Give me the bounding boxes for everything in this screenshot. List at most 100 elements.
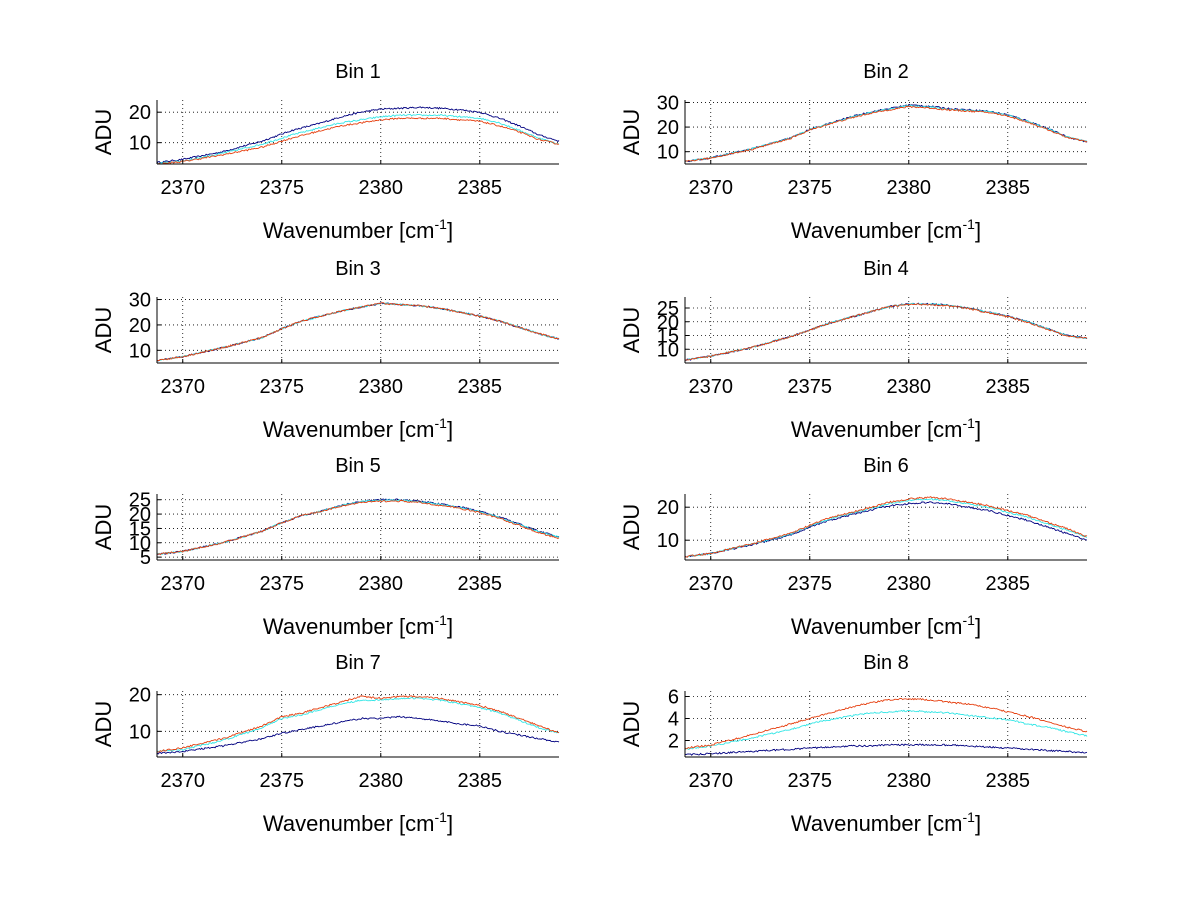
x-tick-label: 2370 [688,573,733,595]
y-tick-label: 20 [657,497,679,519]
y-axis-label: ADU [91,701,116,747]
series-line-trace-cyan [156,113,560,165]
x-tick-label: 2375 [788,177,833,199]
subplot-title: Bin 5 [335,455,381,477]
y-tick-label: 5 [140,547,151,569]
y-tick-label: 10 [657,530,679,552]
subplot-bin-8: 2370 2375 2380 2385 246 Bin 8 Wavenumber [cm-1… [619,652,1088,836]
y-tick-label: 30 [129,290,151,312]
x-axis-label: Wavenumber [cm-1] [791,415,981,442]
y-tick-label: 10 [657,339,679,361]
x-tick-label: 2375 [260,573,305,595]
series-line-trace-orange [684,303,1088,361]
x-axis-label: Wavenumber [cm-1] [263,216,453,243]
x-tick-label: 2380 [887,573,932,595]
y-tick-label: 20 [657,312,679,334]
series-line-trace-navy [156,302,560,362]
y-tick-label: 10 [129,133,151,155]
subplot-title: Bin 6 [863,455,909,477]
y-tick-label: 10 [129,721,151,743]
x-tick-label: 2380 [359,770,404,792]
x-axis-label: Wavenumber [cm-1] [791,612,981,639]
x-tick-label: 2380 [359,376,404,398]
y-tick-label: 15 [129,518,151,540]
subplot-title: Bin 7 [335,652,381,674]
series-line-trace-navy [156,498,560,555]
y-tick-label: 10 [129,340,151,362]
x-tick-label: 2370 [688,376,733,398]
series-line-trace-navy [156,106,560,164]
x-tick-label: 2370 [160,770,205,792]
x-tick-label: 2385 [986,573,1031,595]
y-tick-label: 20 [129,504,151,526]
x-tick-label: 2385 [458,376,503,398]
series-line-trace-cyan [684,709,1088,751]
x-tick-label: 2370 [160,573,205,595]
subplot-bin-2: 2370 2375 2380 2385 10 20 30 Bin 2 Wavenumber [c… [619,61,1088,243]
subplot-bin-3: 2370 2375 2380 2385 10 20 30 Bin 3 Wavenumber [c… [91,258,560,442]
x-tick-label: 2370 [160,177,205,199]
y-axis-label: ADU [619,504,644,550]
series-line-trace-orange [684,105,1088,162]
x-tick-label: 2370 [688,177,733,199]
x-axis-label: Wavenumber [cm-1] [263,809,453,836]
x-tick-label: 2380 [887,770,932,792]
subplot-bin-1: 2370 2375 2380 2385 10 20 Bin 1 Wavenumber [cm-… [91,61,560,243]
x-tick-label: 2380 [359,177,404,199]
series-line-trace-cyan [685,302,1088,361]
x-tick-label: 2385 [458,770,503,792]
x-tick-label: 2385 [986,177,1031,199]
x-axis-label: Wavenumber [cm-1] [263,415,453,442]
series-line-trace-orange [684,496,1088,558]
subplot-bin-7: 2370 2375 2380 2385 10 20 Bin 7 Wavenumber [cm-… [91,652,560,836]
x-tick-label: 2385 [986,770,1031,792]
series-line-trace-navy [684,103,1088,163]
x-tick-label: 2375 [260,770,305,792]
series-line-trace-orange [156,695,560,753]
x-tick-label: 2370 [160,376,205,398]
series-line-trace-navy [684,501,1088,558]
y-tick-label: 6 [668,687,679,709]
series-line-trace-cyan [156,302,560,362]
y-axis-label: ADU [91,504,116,550]
x-axis-label: Wavenumber [cm-1] [791,809,981,836]
x-tick-label: 2380 [359,573,404,595]
series-line-trace-navy [684,302,1088,362]
series-line-trace-cyan [156,697,560,752]
x-tick-label: 2385 [458,573,503,595]
series-line-trace-navy [156,715,560,755]
x-tick-label: 2375 [788,376,833,398]
x-axis-label: Wavenumber [cm-1] [791,216,981,243]
x-tick-label: 2380 [887,376,932,398]
series-line-trace-cyan [684,104,1087,163]
y-axis-label: ADU [91,109,116,155]
x-tick-label: 2385 [458,177,503,199]
y-tick-label: 20 [129,685,151,707]
y-tick-label: 25 [129,490,151,512]
y-tick-label: 4 [668,709,679,731]
series-line-trace-orange [156,116,560,165]
y-axis-label: ADU [619,109,644,155]
x-tick-label: 2375 [260,376,305,398]
y-axis-label: ADU [91,307,116,353]
x-tick-label: 2385 [986,376,1031,398]
subplot-title: Bin 2 [863,61,909,83]
series-line-trace-orange [156,302,560,362]
y-tick-label: 20 [129,102,151,124]
y-tick-label: 10 [129,533,151,555]
x-tick-label: 2380 [887,177,932,199]
x-tick-label: 2375 [788,770,833,792]
x-axis-label: Wavenumber [cm-1] [263,612,453,639]
y-tick-label: 20 [129,315,151,337]
x-tick-label: 2370 [688,770,733,792]
series-line-trace-navy [684,743,1088,756]
y-axis-label: ADU [619,307,644,353]
subplot-bin-6: 2370 2375 2380 2385 10 20 Bin 6 Wavenumber [cm-… [619,455,1088,639]
subplot-title: Bin 1 [335,61,381,83]
y-tick-label: 30 [657,92,679,114]
subplot-title: Bin 8 [863,652,909,674]
series-line-trace-orange [156,499,560,556]
